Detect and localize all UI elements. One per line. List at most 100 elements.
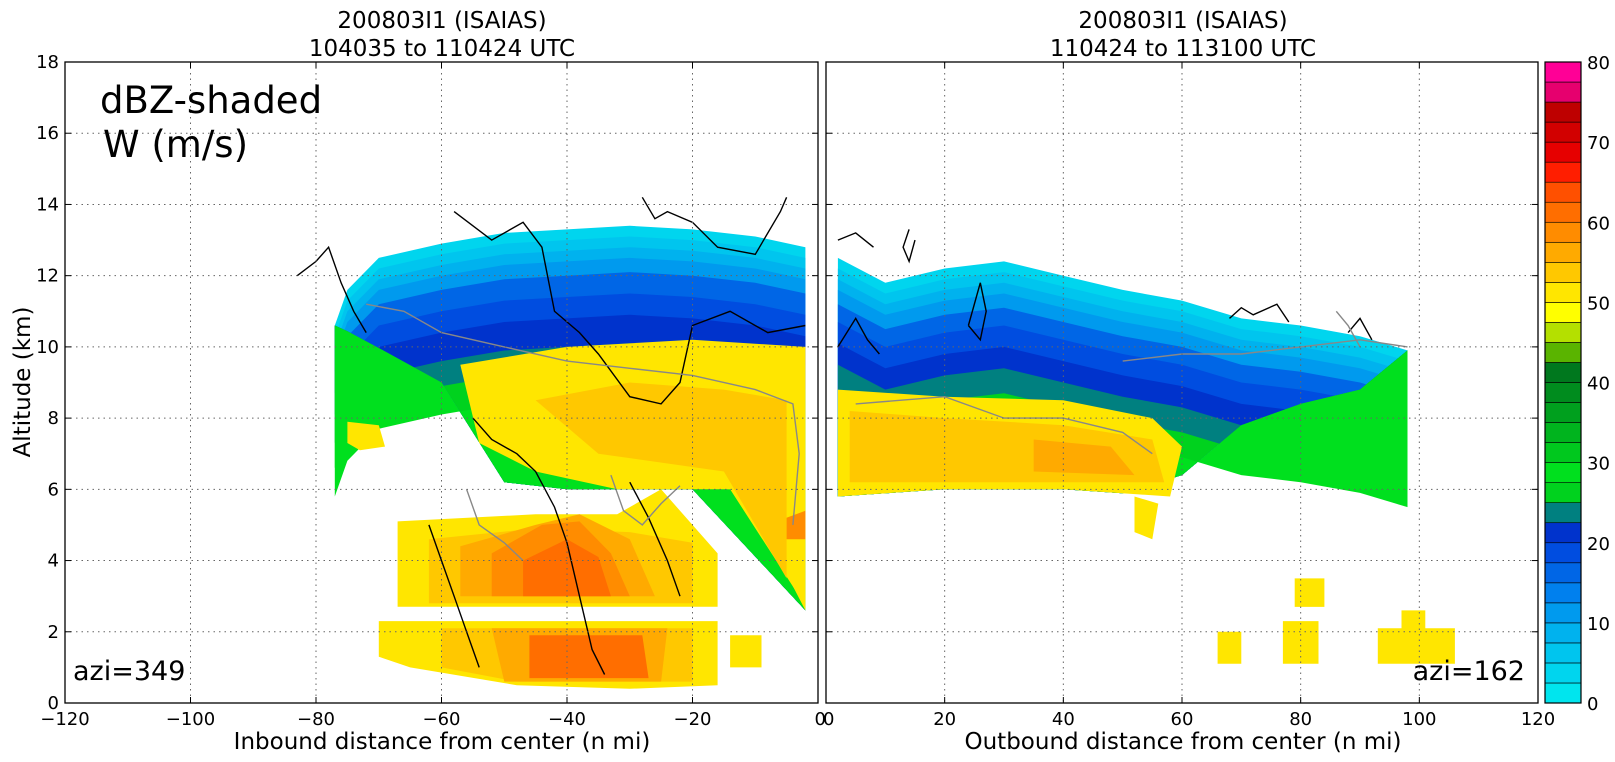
colorbar-segment (1544, 342, 1582, 363)
colorbar-segment (1544, 322, 1582, 343)
y-tick-label: 14 (36, 194, 59, 215)
w-contour-positive (428, 524, 480, 668)
echo-region (1294, 578, 1325, 607)
missing-data-gap (378, 606, 731, 620)
w-contour-positive (1347, 317, 1373, 341)
right-reflectivity-field (837, 229, 1455, 664)
left-reflectivity-field (296, 196, 806, 689)
x-tick-label: −20 (674, 709, 712, 730)
colorbar-segment (1544, 262, 1582, 283)
w-contour-positive (453, 211, 806, 405)
x-tick-label: 0 (815, 709, 826, 730)
w-contour-negative (366, 303, 800, 525)
right-title-line2: 110424 to 113100 UTC (1050, 36, 1316, 62)
x-tick-label: −60 (423, 709, 461, 730)
left-x-axis-label: Inbound distance from center (n mi) (234, 729, 651, 755)
left-azimuth-label: azi=349 (73, 656, 185, 687)
colorbar-tick-label: 10 (1587, 614, 1610, 635)
colorbar-segment (1544, 161, 1582, 183)
left-title-line2: 104035 to 110424 UTC (309, 36, 575, 62)
echo-region (1377, 628, 1455, 664)
w-contour-negative (855, 395, 1153, 455)
colorbar-segment (1544, 282, 1582, 303)
y-tick-label: 8 (48, 408, 59, 429)
colorbar-tick-label: 70 (1587, 133, 1610, 154)
right-title-line1: 200803I1 (ISAIAS) (1078, 8, 1287, 34)
colorbar-segment (1544, 482, 1582, 503)
x-tick-label: 120 (1521, 709, 1555, 730)
colorbar-segment (1544, 302, 1582, 323)
colorbar-segment (1544, 562, 1582, 584)
left-title-line1: 200803I1 (ISAIAS) (337, 8, 546, 34)
x-tick-label: −100 (166, 709, 215, 730)
echo-region (347, 421, 385, 451)
colorbar-segment (1544, 542, 1582, 564)
w-contour-positive (837, 232, 874, 248)
echo-region (1217, 631, 1242, 664)
right-panel: 0 20 40 60 80 100 120 200803I1 (ISAIAS) 110424… (823, 8, 1555, 755)
x-tick-label: 80 (1289, 709, 1312, 730)
x-tick-label: −120 (40, 709, 89, 730)
colorbar-tick-label: 60 (1587, 213, 1610, 234)
colorbar-frame (1544, 61, 1582, 704)
echo-region (730, 635, 762, 668)
x-tick-label: −40 (548, 709, 586, 730)
w-contour-negative (1122, 339, 1408, 362)
echo-region (1282, 621, 1319, 664)
y-tick-label: 6 (48, 479, 59, 500)
y-tick-label: 4 (48, 551, 59, 572)
w-contour-positive (1229, 303, 1290, 323)
colorbar-tick-label: 50 (1587, 293, 1610, 314)
y-tick-label: 18 (36, 52, 59, 73)
colorbar-tick-label: 30 (1587, 454, 1610, 475)
w-contour-positive (967, 282, 987, 342)
echo-region (1401, 610, 1426, 632)
x-tick-label: 40 (1052, 709, 1075, 730)
colorbar-segment (1544, 382, 1582, 403)
colorbar-tick-label: 0 (1587, 694, 1598, 715)
colorbar-segment (1544, 422, 1582, 443)
y-tick-label: 16 (36, 123, 59, 144)
echo-region (535, 382, 787, 579)
colorbar-segment (1544, 522, 1582, 544)
w-contour-positive (296, 245, 367, 333)
echo-region (1033, 439, 1135, 476)
echo-region (1134, 496, 1159, 540)
colorbar-segment (1544, 141, 1582, 163)
colorbar-segment (1544, 81, 1582, 103)
w-contour-negative (465, 489, 524, 562)
colorbar-segment (1544, 201, 1582, 223)
colorbar-segment (1544, 502, 1582, 524)
right-azimuth-label: azi=162 (1413, 656, 1525, 687)
x-tick-label: 100 (1402, 709, 1436, 730)
left-ticks: −120 −100 −80 −60 −40 −20 0 0 2 4 6 8 10 12 14 16 18 (36, 52, 826, 730)
y-tick-label: 2 (48, 622, 59, 643)
right-ticks: 0 20 40 60 80 100 120 (823, 61, 1555, 730)
y-tick-label: 12 (36, 266, 59, 287)
colorbar-segment (1544, 221, 1582, 243)
colorbar-segment (1544, 682, 1582, 704)
echo-region (786, 510, 806, 540)
y-tick-label: 0 (48, 693, 59, 714)
colorbar-segment (1544, 61, 1582, 83)
w-contour-negative (610, 474, 681, 526)
colorbar-segment (1544, 462, 1582, 483)
colorbar-segment (1544, 582, 1582, 604)
left-grid (65, 62, 818, 703)
colorbar-segment (1544, 442, 1582, 463)
colorbar-tick-label: 80 (1587, 53, 1610, 74)
colorbar-segment (1544, 101, 1582, 123)
x-tick-label: 20 (933, 709, 956, 730)
colorbar-segment (1544, 121, 1582, 143)
colorbar-segment (1544, 602, 1582, 624)
w-contour-positive (902, 229, 916, 264)
w-contour-positive (837, 317, 880, 355)
w-contour-negative (1335, 310, 1361, 348)
colorbar-segment (1544, 181, 1582, 203)
colorbar-tick-label: 40 (1587, 374, 1610, 395)
right-grid (826, 62, 1538, 703)
colorbar-segment (1544, 622, 1582, 644)
echo-region (529, 635, 649, 679)
colorbar-tick-label: 20 (1587, 534, 1610, 555)
overlay-label-w: W (m/s) (103, 123, 248, 166)
